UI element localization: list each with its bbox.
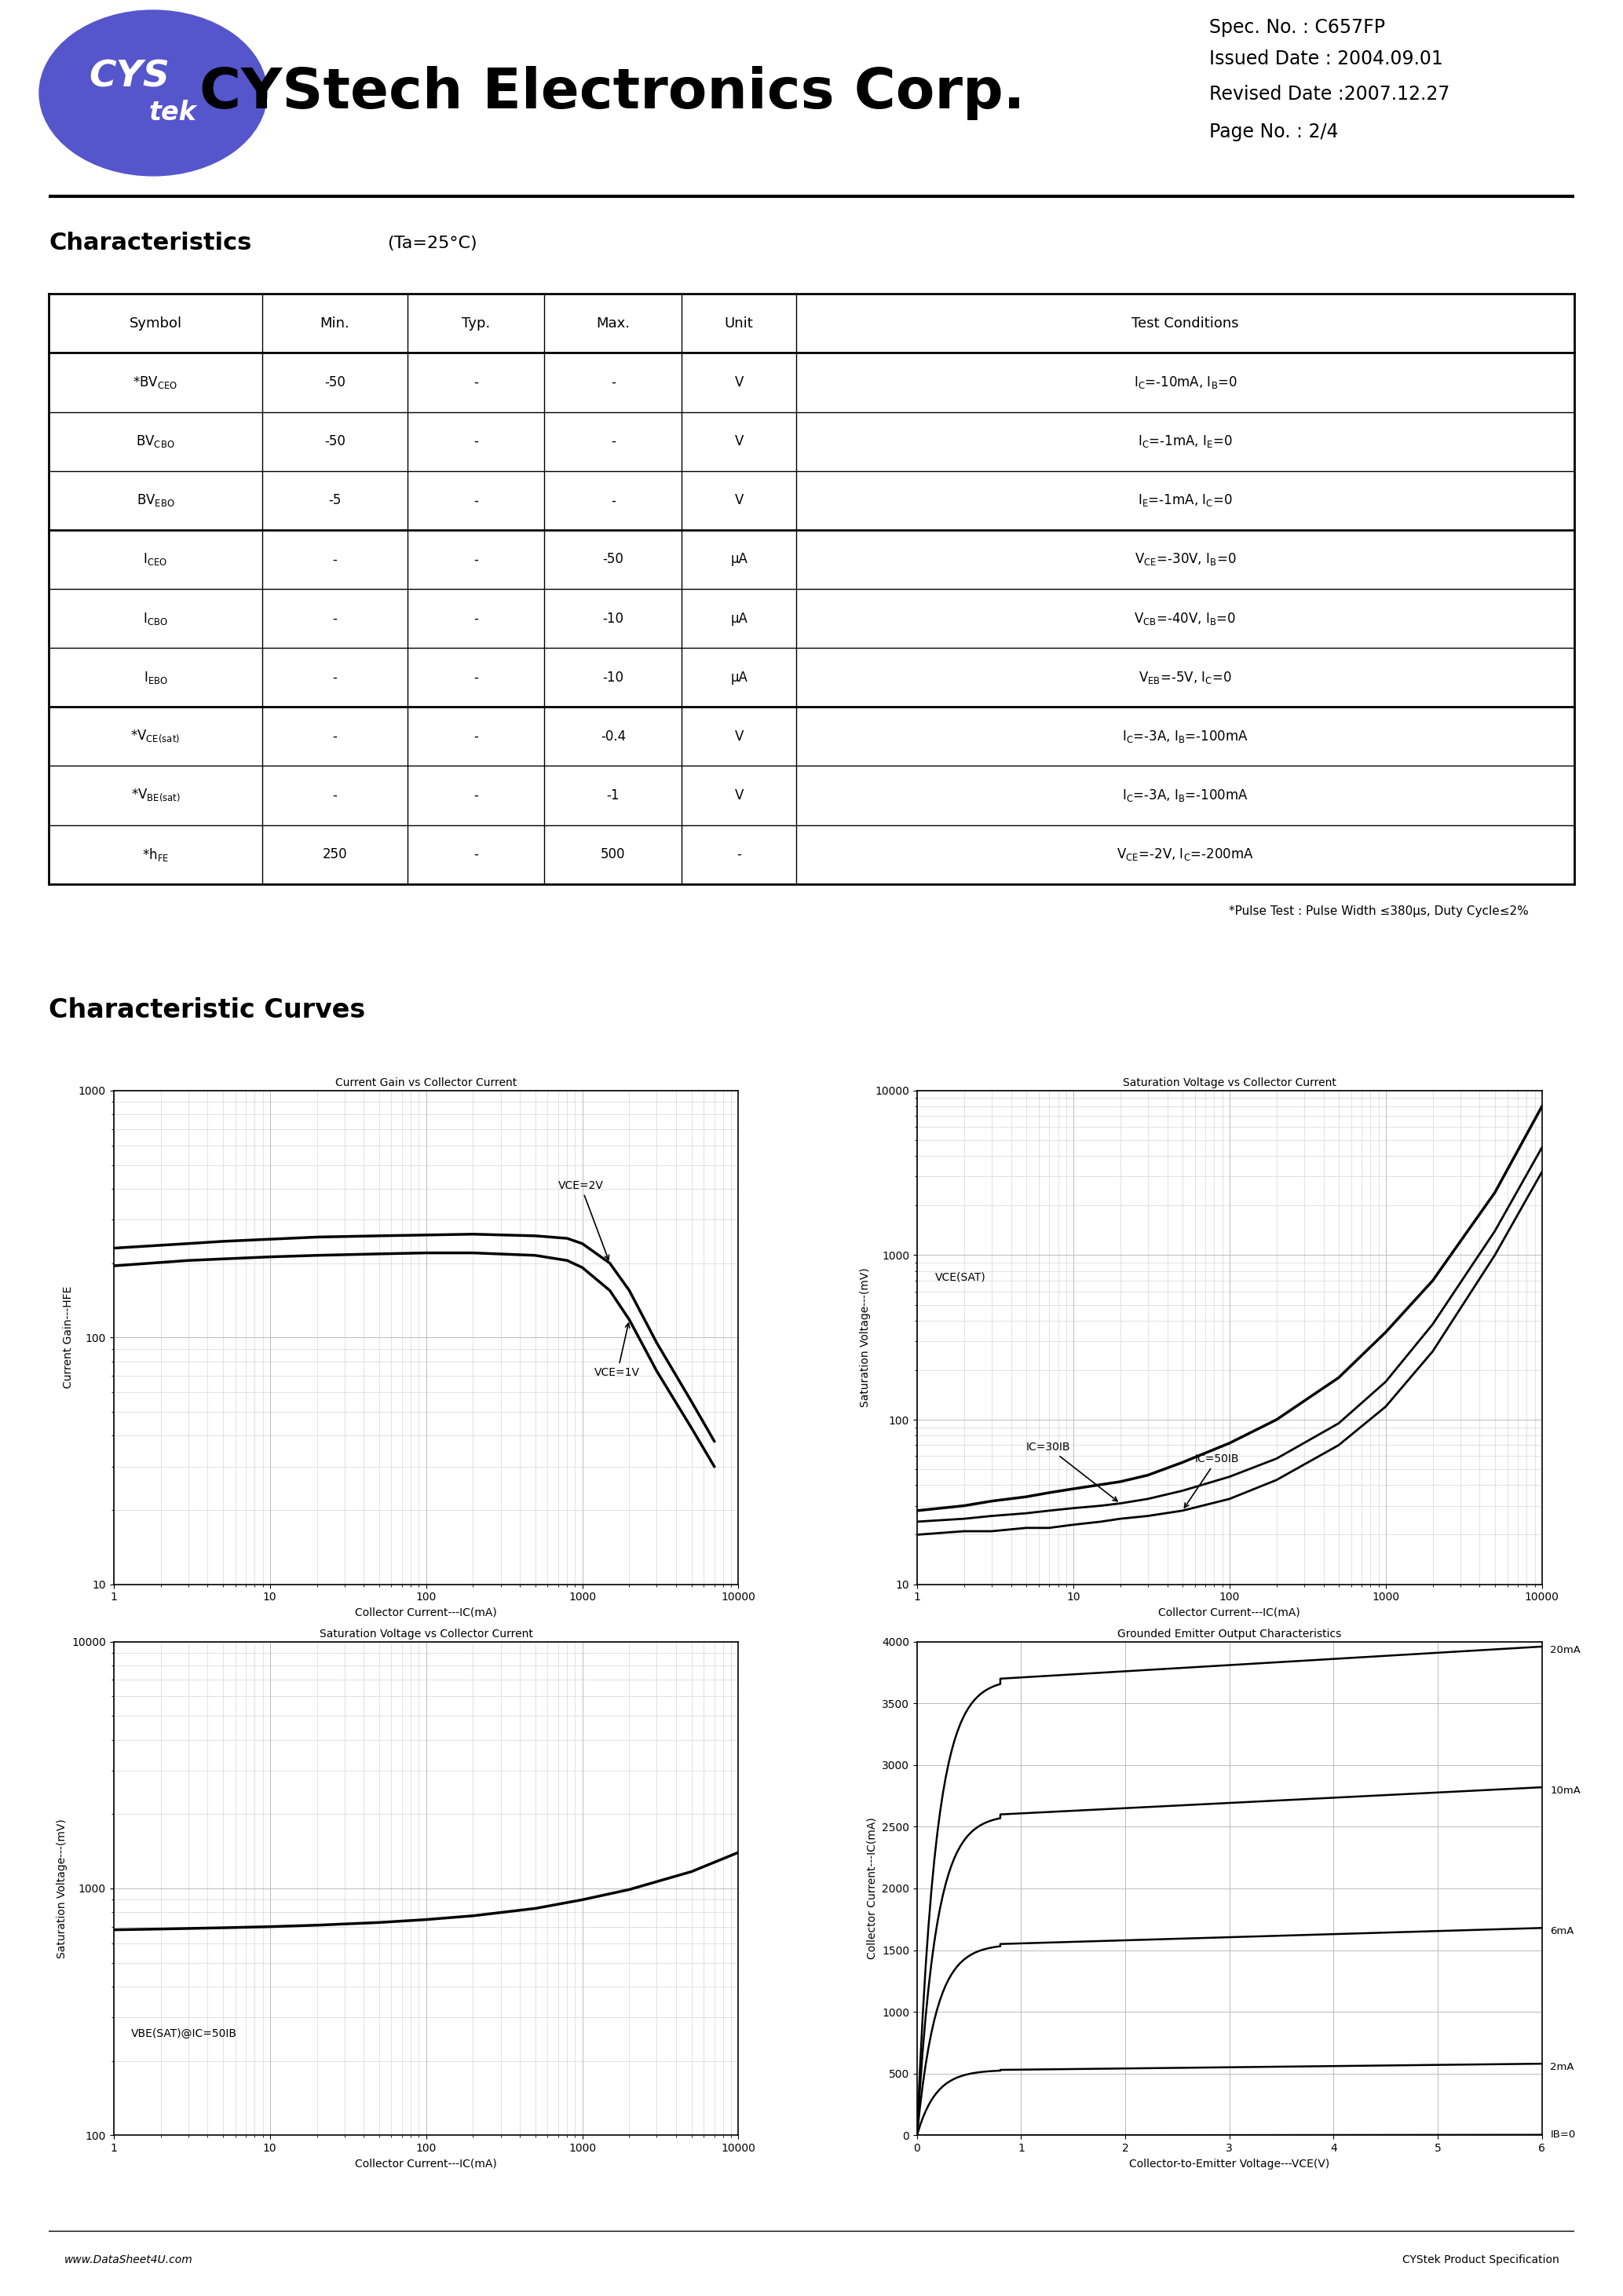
- Text: 250: 250: [323, 847, 347, 861]
- Text: Characteristics: Characteristics: [49, 232, 252, 255]
- Text: I$_{\mathsf{C}}$=-1mA, I$_{\mathsf{E}}$=0: I$_{\mathsf{C}}$=-1mA, I$_{\mathsf{E}}$=…: [1138, 434, 1232, 450]
- Text: -: -: [474, 434, 479, 448]
- Text: -10: -10: [602, 670, 623, 684]
- Title: Grounded Emitter Output Characteristics: Grounded Emitter Output Characteristics: [1117, 1628, 1342, 1639]
- Text: BV$_{\mathsf{CBO}}$: BV$_{\mathsf{CBO}}$: [136, 434, 175, 450]
- Text: μA: μA: [730, 553, 748, 567]
- Text: -: -: [474, 847, 479, 861]
- Y-axis label: Saturation Voltage---(mV): Saturation Voltage---(mV): [860, 1267, 870, 1407]
- Y-axis label: Collector Current---IC(mA): Collector Current---IC(mA): [867, 1818, 878, 1958]
- Text: -: -: [610, 374, 615, 390]
- Text: 6mA: 6mA: [1550, 1926, 1574, 1938]
- Text: VBE(SAT)@IC=50IB: VBE(SAT)@IC=50IB: [131, 2027, 237, 2039]
- Text: -0.4: -0.4: [601, 730, 626, 744]
- Text: I$_{\mathsf{CEO}}$: I$_{\mathsf{CEO}}$: [143, 551, 167, 567]
- Text: -: -: [474, 788, 479, 804]
- Text: V: V: [735, 494, 743, 507]
- Text: Test Conditions: Test Conditions: [1131, 317, 1238, 331]
- Text: -5: -5: [328, 494, 341, 507]
- Text: Spec. No. : C657FP: Spec. No. : C657FP: [1209, 18, 1384, 37]
- X-axis label: Collector Current---IC(mA): Collector Current---IC(mA): [355, 1607, 497, 1619]
- Title: Current Gain vs Collector Current: Current Gain vs Collector Current: [336, 1077, 516, 1088]
- Text: *V$_{\mathsf{BE(sat)}}$: *V$_{\mathsf{BE(sat)}}$: [131, 788, 180, 804]
- Text: V$_{\mathsf{CE}}$=-2V, I$_{\mathsf{C}}$=-200mA: V$_{\mathsf{CE}}$=-2V, I$_{\mathsf{C}}$=…: [1117, 847, 1255, 863]
- Text: BV$_{\mathsf{EBO}}$: BV$_{\mathsf{EBO}}$: [136, 494, 175, 507]
- Text: -: -: [474, 670, 479, 684]
- X-axis label: Collector Current---IC(mA): Collector Current---IC(mA): [355, 2158, 497, 2170]
- Text: www.DataSheet4U.com: www.DataSheet4U.com: [63, 2255, 193, 2266]
- Text: -: -: [474, 374, 479, 390]
- Text: (Ta=25°C): (Ta=25°C): [388, 236, 477, 250]
- Text: Min.: Min.: [320, 317, 349, 331]
- Text: Characteristic Curves: Characteristic Curves: [49, 996, 365, 1024]
- Title: Saturation Voltage vs Collector Current: Saturation Voltage vs Collector Current: [1123, 1077, 1336, 1088]
- Text: -: -: [474, 553, 479, 567]
- Text: -: -: [333, 553, 338, 567]
- Text: IC=30IB: IC=30IB: [1026, 1442, 1117, 1502]
- Text: Max.: Max.: [596, 317, 630, 331]
- Text: Revised Date :2007.12.27: Revised Date :2007.12.27: [1209, 85, 1449, 103]
- Text: V: V: [735, 374, 743, 390]
- Y-axis label: Saturation Voltage---(mV): Saturation Voltage---(mV): [57, 1818, 67, 1958]
- Title: Saturation Voltage vs Collector Current: Saturation Voltage vs Collector Current: [320, 1628, 532, 1639]
- X-axis label: Collector Current---IC(mA): Collector Current---IC(mA): [1159, 1607, 1300, 1619]
- Text: -: -: [474, 494, 479, 507]
- Text: *V$_{\mathsf{CE(sat)}}$: *V$_{\mathsf{CE(sat)}}$: [131, 728, 180, 744]
- Text: CYStech Electronics Corp.: CYStech Electronics Corp.: [200, 67, 1026, 119]
- Text: -: -: [474, 611, 479, 625]
- Text: tek: tek: [149, 99, 196, 126]
- Text: CYS: CYS: [89, 60, 170, 94]
- Text: -: -: [474, 730, 479, 744]
- Text: -: -: [737, 847, 742, 861]
- Text: I$_{\mathsf{CBO}}$: I$_{\mathsf{CBO}}$: [143, 611, 167, 627]
- Text: *Pulse Test : Pulse Width ≤380μs, Duty Cycle≤2%: *Pulse Test : Pulse Width ≤380μs, Duty C…: [1229, 905, 1529, 918]
- Text: V: V: [735, 788, 743, 804]
- Text: VCE(SAT): VCE(SAT): [935, 1272, 985, 1283]
- Text: VCE=1V: VCE=1V: [594, 1322, 639, 1378]
- Y-axis label: Current Gain---HFE: Current Gain---HFE: [63, 1286, 75, 1389]
- Text: -: -: [333, 730, 338, 744]
- Text: -: -: [610, 494, 615, 507]
- Text: -1: -1: [607, 788, 620, 804]
- Text: V$_{\mathsf{EB}}$=-5V, I$_{\mathsf{C}}$=0: V$_{\mathsf{EB}}$=-5V, I$_{\mathsf{C}}$=…: [1139, 670, 1232, 684]
- Text: μA: μA: [730, 611, 748, 625]
- Text: V$_{\mathsf{CB}}$=-40V, I$_{\mathsf{B}}$=0: V$_{\mathsf{CB}}$=-40V, I$_{\mathsf{B}}$…: [1134, 611, 1237, 627]
- Text: V$_{\mathsf{CE}}$=-30V, I$_{\mathsf{B}}$=0: V$_{\mathsf{CE}}$=-30V, I$_{\mathsf{B}}$…: [1134, 551, 1237, 567]
- Text: IC=50IB: IC=50IB: [1185, 1453, 1238, 1508]
- Text: Symbol: Symbol: [130, 317, 182, 331]
- Text: -: -: [610, 434, 615, 448]
- Text: -: -: [333, 611, 338, 625]
- Text: I$_{\mathsf{E}}$=-1mA, I$_{\mathsf{C}}$=0: I$_{\mathsf{E}}$=-1mA, I$_{\mathsf{C}}$=…: [1138, 494, 1232, 507]
- Text: CYStek Product Specification: CYStek Product Specification: [1402, 2255, 1560, 2266]
- Text: V: V: [735, 730, 743, 744]
- Text: -50: -50: [325, 434, 346, 448]
- Text: 500: 500: [601, 847, 625, 861]
- Text: I$_{\mathsf{C}}$=-3A, I$_{\mathsf{B}}$=-100mA: I$_{\mathsf{C}}$=-3A, I$_{\mathsf{B}}$=-…: [1121, 728, 1248, 744]
- Text: Unit: Unit: [724, 317, 753, 331]
- Text: -: -: [333, 670, 338, 684]
- Text: 2mA: 2mA: [1550, 2062, 1574, 2073]
- Text: μA: μA: [730, 670, 748, 684]
- Text: I$_{\mathsf{EBO}}$: I$_{\mathsf{EBO}}$: [143, 670, 167, 684]
- Text: -: -: [333, 788, 338, 804]
- Text: 10mA: 10mA: [1550, 1786, 1581, 1795]
- Ellipse shape: [39, 9, 266, 177]
- Text: -50: -50: [602, 553, 623, 567]
- X-axis label: Collector-to-Emitter Voltage---VCE(V): Collector-to-Emitter Voltage---VCE(V): [1130, 2158, 1329, 2170]
- Text: Issued Date : 2004.09.01: Issued Date : 2004.09.01: [1209, 51, 1443, 69]
- Text: *h$_{\mathsf{FE}}$: *h$_{\mathsf{FE}}$: [143, 847, 169, 863]
- Text: -10: -10: [602, 611, 623, 625]
- Text: 20mA: 20mA: [1550, 1646, 1581, 1655]
- Text: -50: -50: [325, 374, 346, 390]
- Text: IB=0: IB=0: [1550, 2131, 1576, 2140]
- Text: VCE=2V: VCE=2V: [558, 1180, 609, 1261]
- Text: I$_{\mathsf{C}}$=-10mA, I$_{\mathsf{B}}$=0: I$_{\mathsf{C}}$=-10mA, I$_{\mathsf{B}}$…: [1133, 374, 1237, 390]
- Text: Page No. : 2/4: Page No. : 2/4: [1209, 122, 1339, 140]
- Text: *BV$_{\mathsf{CEO}}$: *BV$_{\mathsf{CEO}}$: [133, 374, 179, 390]
- Text: Typ.: Typ.: [461, 317, 490, 331]
- Text: I$_{\mathsf{C}}$=-3A, I$_{\mathsf{B}}$=-100mA: I$_{\mathsf{C}}$=-3A, I$_{\mathsf{B}}$=-…: [1121, 788, 1248, 804]
- Text: V: V: [735, 434, 743, 448]
